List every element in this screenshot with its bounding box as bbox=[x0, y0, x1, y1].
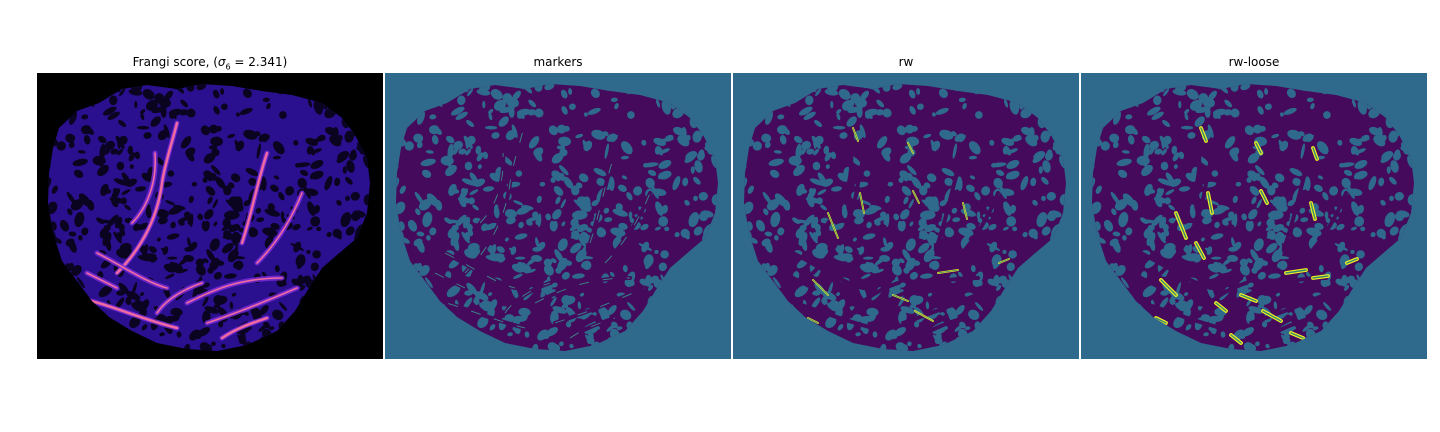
frangi-score-image bbox=[37, 73, 383, 359]
frangi-panel-title: Frangi score, (σ6 = 2.341) bbox=[37, 55, 383, 74]
rw-panel-title: rw bbox=[898, 55, 914, 69]
frangi-sigma-subscript: 6 bbox=[225, 62, 231, 72]
rw-loose-image bbox=[1081, 73, 1427, 359]
frangi-score-svg bbox=[37, 73, 383, 359]
frangi-title-text: Frangi score, ( bbox=[132, 55, 218, 69]
rw-image bbox=[733, 73, 1079, 359]
rw-svg bbox=[733, 73, 1079, 359]
markers-svg bbox=[385, 73, 731, 359]
rw-loose-svg bbox=[1081, 73, 1427, 359]
frangi-sigma-symbol: σ bbox=[217, 55, 226, 69]
frangi-title-value: = 2.341) bbox=[230, 55, 288, 69]
markers-panel-title: markers bbox=[533, 55, 583, 69]
rw-loose-panel-title: rw-loose bbox=[1228, 55, 1280, 69]
markers-image bbox=[385, 73, 731, 359]
